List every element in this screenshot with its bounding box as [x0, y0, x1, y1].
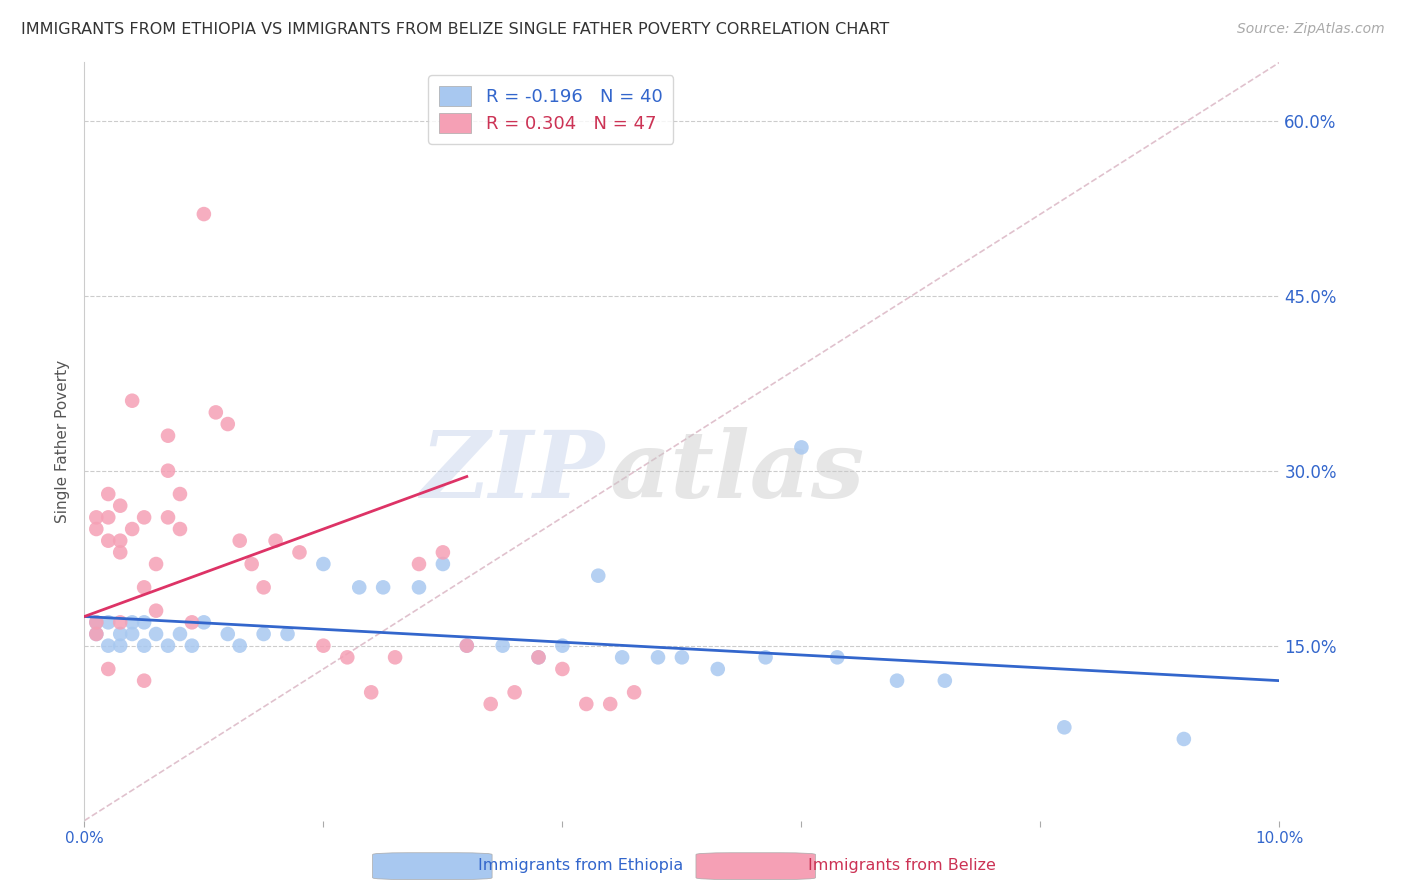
Point	[707, 662, 730, 676]
Text: ZIP: ZIP	[420, 427, 605, 516]
Point	[527, 650, 550, 665]
Point	[1053, 720, 1076, 734]
Point	[240, 557, 263, 571]
Legend: R = -0.196   N = 40, R = 0.304   N = 47: R = -0.196 N = 40, R = 0.304 N = 47	[427, 75, 673, 144]
Point	[312, 639, 335, 653]
Point	[97, 533, 120, 548]
Point	[432, 557, 454, 571]
Point	[110, 627, 132, 641]
Point	[228, 639, 252, 653]
Point	[97, 487, 120, 501]
Point	[647, 650, 669, 665]
Point	[132, 580, 156, 594]
Point	[145, 627, 167, 641]
Point	[110, 545, 132, 559]
Point	[97, 510, 120, 524]
FancyBboxPatch shape	[373, 853, 492, 880]
Point	[527, 650, 550, 665]
Point	[599, 697, 621, 711]
Text: Immigrants from Ethiopia: Immigrants from Ethiopia	[478, 858, 683, 872]
Point	[157, 510, 180, 524]
Point	[456, 639, 478, 653]
Point	[110, 615, 132, 630]
Point	[132, 615, 156, 630]
Point	[492, 639, 515, 653]
Point	[86, 615, 108, 630]
Point	[86, 627, 108, 641]
Point	[97, 615, 120, 630]
Point	[110, 499, 132, 513]
Point	[205, 405, 228, 419]
Point	[169, 627, 191, 641]
Point	[181, 615, 204, 630]
Point	[217, 417, 239, 431]
Point	[373, 580, 395, 594]
Point	[169, 487, 191, 501]
Point	[169, 522, 191, 536]
Point	[408, 557, 430, 571]
Point	[408, 580, 430, 594]
Point	[827, 650, 849, 665]
Point	[479, 697, 502, 711]
Point	[217, 627, 239, 641]
Point	[384, 650, 406, 665]
Point	[97, 639, 120, 653]
Point	[575, 697, 598, 711]
Point	[360, 685, 382, 699]
Point	[132, 673, 156, 688]
Point	[121, 615, 143, 630]
Point	[132, 639, 156, 653]
Point	[157, 464, 180, 478]
Point	[145, 604, 167, 618]
Point	[121, 627, 143, 641]
Point	[132, 510, 156, 524]
Point	[253, 627, 276, 641]
Text: Source: ZipAtlas.com: Source: ZipAtlas.com	[1237, 22, 1385, 37]
Point	[349, 580, 371, 594]
Point	[157, 428, 180, 442]
Point	[86, 627, 108, 641]
Text: Immigrants from Belize: Immigrants from Belize	[808, 858, 997, 872]
Point	[86, 522, 108, 536]
Point	[86, 615, 108, 630]
Point	[97, 662, 120, 676]
Point	[228, 533, 252, 548]
Point	[253, 580, 276, 594]
Point	[503, 685, 526, 699]
Point	[193, 207, 215, 221]
Text: atlas: atlas	[610, 427, 866, 516]
Point	[432, 545, 454, 559]
Text: IMMIGRANTS FROM ETHIOPIA VS IMMIGRANTS FROM BELIZE SINGLE FATHER POVERTY CORRELA: IMMIGRANTS FROM ETHIOPIA VS IMMIGRANTS F…	[21, 22, 890, 37]
Point	[121, 393, 143, 408]
Point	[886, 673, 908, 688]
FancyBboxPatch shape	[696, 853, 815, 880]
Point	[157, 639, 180, 653]
Point	[456, 639, 478, 653]
Point	[181, 639, 204, 653]
Point	[934, 673, 956, 688]
Point	[145, 557, 167, 571]
Point	[755, 650, 778, 665]
Point	[86, 510, 108, 524]
Point	[264, 533, 287, 548]
Point	[110, 639, 132, 653]
Point	[1173, 731, 1195, 746]
Point	[612, 650, 634, 665]
Y-axis label: Single Father Poverty: Single Father Poverty	[55, 360, 70, 523]
Point	[288, 545, 311, 559]
Point	[312, 557, 335, 571]
Point	[193, 615, 215, 630]
Point	[671, 650, 693, 665]
Point	[588, 568, 610, 582]
Point	[110, 533, 132, 548]
Point	[551, 662, 574, 676]
Point	[121, 522, 143, 536]
Point	[623, 685, 645, 699]
Point	[790, 441, 813, 455]
Point	[551, 639, 574, 653]
Point	[277, 627, 299, 641]
Point	[336, 650, 359, 665]
